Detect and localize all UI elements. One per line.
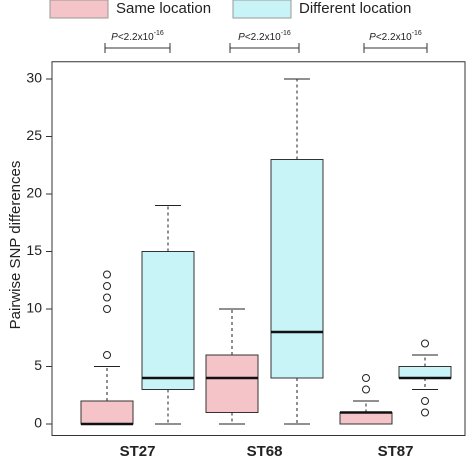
box <box>141 251 195 390</box>
y-tick-label: 5 <box>34 357 42 373</box>
outlier <box>421 408 429 417</box>
outlier <box>103 293 111 302</box>
box <box>398 366 452 379</box>
y-tick-label: 20 <box>26 185 42 201</box>
outlier <box>103 351 111 359</box>
legend-label: Same location <box>116 0 211 17</box>
box <box>205 354 259 413</box>
significance-bracket <box>104 43 171 53</box>
y-tick-label: 25 <box>26 127 42 143</box>
box <box>80 400 134 425</box>
annotation: P<2.2x10-16 <box>238 30 291 43</box>
x-tick-label: ST68 <box>247 443 283 460</box>
annotation-exponent: -16 <box>412 30 422 37</box>
outlier <box>103 270 111 279</box>
legend-label: Different location <box>299 0 411 17</box>
outlier <box>421 339 429 348</box>
outlier <box>362 374 370 382</box>
legend-swatch <box>49 0 109 19</box>
significance-bracket <box>363 43 428 53</box>
annotation-text: <2.2x10 <box>376 32 412 43</box>
y-tick-label: 0 <box>34 415 42 431</box>
plot-frame <box>51 61 466 436</box>
y-tick-label: 10 <box>26 300 42 316</box>
box <box>339 412 393 425</box>
y-axis-label: Pairwise SNP differences <box>7 161 24 330</box>
annotation-text: <2.2x10 <box>118 32 154 43</box>
annotation-italic: P <box>111 32 118 43</box>
annotation-exponent: -16 <box>281 30 291 37</box>
annotation: P<2.2x10-16 <box>369 30 422 43</box>
annotation-italic: P <box>369 32 376 43</box>
annotation: P<2.2x10-16 <box>111 30 164 43</box>
x-tick-label: ST27 <box>120 443 156 460</box>
box <box>270 159 324 379</box>
y-tick-label: 15 <box>26 242 42 258</box>
significance-bracket <box>229 43 300 53</box>
annotation-text: <2.2x10 <box>245 32 281 43</box>
annotation-exponent: -16 <box>154 30 164 37</box>
outlier <box>103 282 111 290</box>
annotation-italic: P <box>238 32 245 43</box>
x-tick-label: ST87 <box>378 443 414 460</box>
y-tick-label: 30 <box>26 70 42 86</box>
outlier <box>362 385 370 394</box>
legend-swatch <box>232 0 292 19</box>
outlier <box>421 397 429 405</box>
outlier <box>103 305 111 313</box>
